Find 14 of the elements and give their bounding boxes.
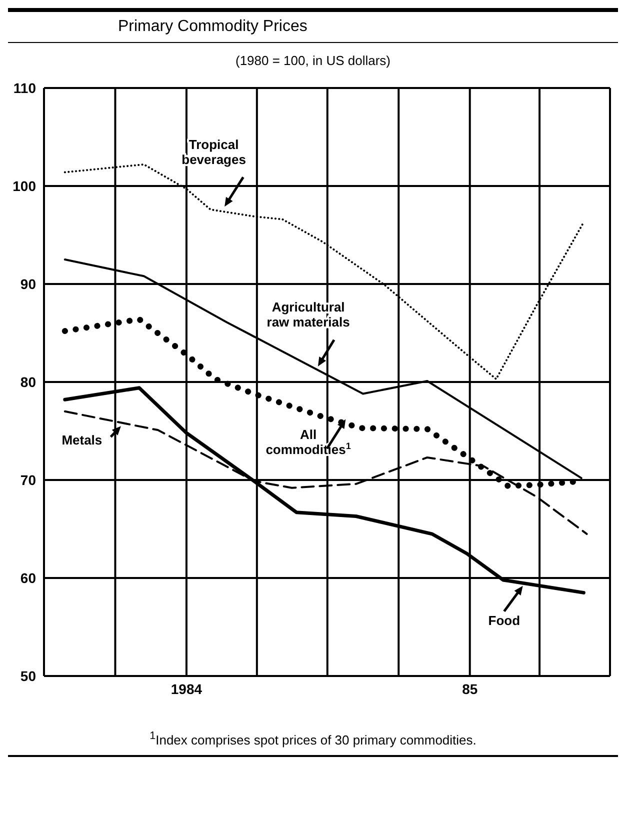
legend-label: Metals — [62, 432, 102, 448]
text: Food — [488, 613, 520, 628]
y-tick-label: 100 — [12, 178, 36, 194]
y-tick-label: 60 — [20, 570, 36, 586]
y-tick-label: 90 — [20, 276, 36, 292]
y-tick-label: 80 — [20, 374, 36, 390]
y-tick-label: 50 — [20, 668, 36, 684]
text: $^{1}$Index comprises spot prices of 30 primary commodities. — [8, 730, 618, 758]
y-tick-label: 70 — [20, 472, 36, 488]
x-tick-label: 1984 — [170, 680, 202, 697]
x-tick-label: 85 — [462, 680, 478, 697]
chart-title: Primary Commodity Prices — [8, 8, 618, 43]
y-tick-label: 110 — [13, 80, 36, 96]
chart-subtitle: (1980 = 100, in US dollars) — [234, 53, 392, 68]
